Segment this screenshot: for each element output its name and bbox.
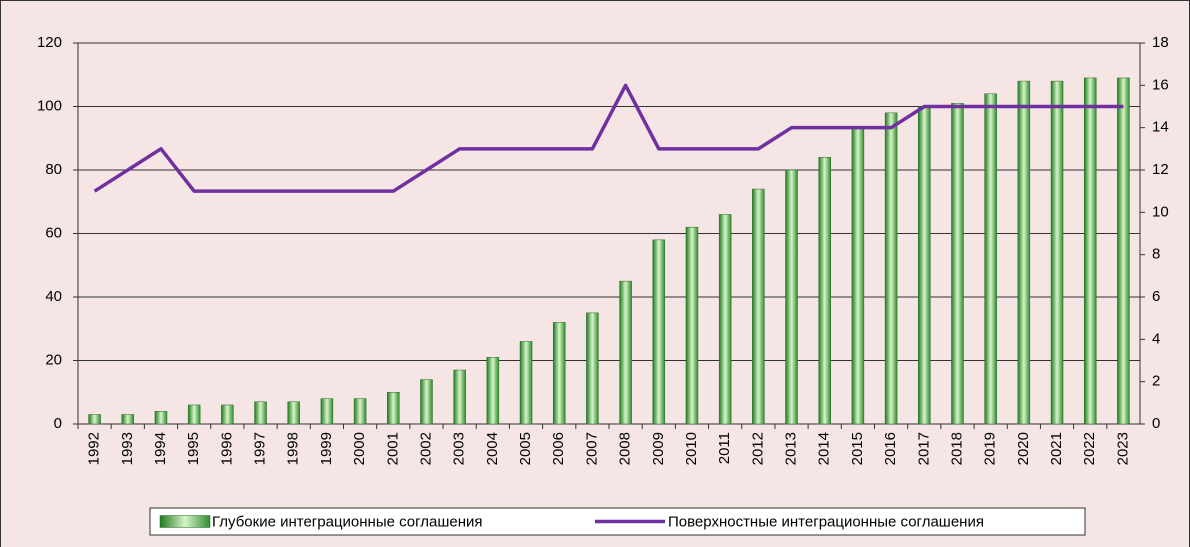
x-tick-label: 1998 <box>285 432 302 465</box>
x-tick-label: 2001 <box>384 432 401 465</box>
bar <box>785 169 798 425</box>
bar <box>187 404 201 425</box>
legend-label: Глубокие интеграционные соглашения <box>212 513 483 530</box>
bar <box>387 392 400 425</box>
x-tick-label: 2000 <box>351 432 368 465</box>
y-tick-label: 80 <box>45 161 62 178</box>
x-tick-label: 1994 <box>152 432 169 465</box>
bar <box>619 280 632 425</box>
bar <box>1017 80 1031 425</box>
x-tick-label: 2006 <box>550 432 567 465</box>
x-tick-label: 2007 <box>583 432 600 465</box>
x-tick-label: 2010 <box>683 432 700 465</box>
x-tick-label: 2021 <box>1048 432 1065 465</box>
x-tick-label: 2017 <box>915 432 932 465</box>
legend-label: Поверхностные интеграционные соглашения <box>668 513 984 530</box>
bar <box>121 414 135 425</box>
bar <box>951 103 964 425</box>
y-tick-label: 120 <box>37 34 62 51</box>
x-tick-label: 2018 <box>948 432 965 465</box>
x-tick-label: 1996 <box>218 432 235 465</box>
bar <box>1083 77 1097 425</box>
x-tick-label: 2013 <box>783 432 800 465</box>
x-tick-label: 2019 <box>982 432 999 465</box>
x-tick-label: 2008 <box>617 432 634 465</box>
legend-swatch <box>159 515 211 528</box>
x-tick-label: 2023 <box>1114 432 1131 465</box>
line <box>93 83 1124 193</box>
bar <box>1117 77 1130 425</box>
x-tick-label: 2022 <box>1081 432 1098 465</box>
y2-tick-label: 18 <box>1152 34 1169 51</box>
y-tick-label: 0 <box>54 415 62 432</box>
bar <box>254 401 267 425</box>
x-tick-label: 1997 <box>252 432 269 465</box>
bar <box>884 112 898 425</box>
y2-tick-label: 14 <box>1152 119 1169 136</box>
bar <box>88 414 101 425</box>
bar <box>586 312 599 425</box>
bar <box>221 404 234 425</box>
x-tick-label: 2016 <box>882 432 899 465</box>
x-tick-label: 2020 <box>1015 432 1032 465</box>
bar <box>486 357 500 425</box>
x-tick-label: 2002 <box>417 432 434 465</box>
bar <box>685 226 699 425</box>
bar <box>519 341 533 425</box>
bar <box>752 188 765 425</box>
x-tick-label: 1995 <box>185 432 202 465</box>
bar <box>320 398 334 425</box>
x-tick-label: 2014 <box>816 432 833 465</box>
y-tick-label: 60 <box>45 224 62 241</box>
y2-tick-label: 4 <box>1152 330 1160 347</box>
y-tick-label: 20 <box>45 351 62 368</box>
bar <box>818 157 831 425</box>
y-tick-label: 40 <box>45 288 62 305</box>
bar <box>1050 80 1064 425</box>
x-tick-label: 2003 <box>451 432 468 465</box>
x-tick-label: 2004 <box>484 432 501 465</box>
bar <box>984 93 997 425</box>
y2-tick-label: 16 <box>1152 76 1169 93</box>
x-tick-label: 2005 <box>517 432 534 465</box>
y2-tick-label: 6 <box>1152 288 1160 305</box>
x-tick-label: 2009 <box>650 432 667 465</box>
y2-tick-label: 2 <box>1152 373 1160 390</box>
bar <box>420 379 433 425</box>
bar <box>552 322 566 425</box>
bar <box>652 239 666 425</box>
y-tick-label: 100 <box>37 97 62 114</box>
y2-tick-label: 12 <box>1152 161 1169 178</box>
x-tick-label: 2011 <box>716 432 733 464</box>
bar <box>851 128 865 425</box>
x-tick-label: 2012 <box>749 432 766 465</box>
bar <box>718 214 732 425</box>
y2-tick-label: 10 <box>1152 203 1169 220</box>
bar <box>353 398 367 425</box>
bar <box>154 411 168 425</box>
bar <box>287 401 300 425</box>
x-tick-label: 1999 <box>318 432 335 465</box>
x-tick-label: 2015 <box>849 432 866 465</box>
y2-tick-label: 8 <box>1152 246 1160 263</box>
bar <box>453 369 466 425</box>
x-tick-label: 1992 <box>86 432 103 465</box>
bar <box>918 106 931 425</box>
x-tick-label: 1993 <box>119 432 136 465</box>
y2-tick-label: 0 <box>1152 415 1160 432</box>
